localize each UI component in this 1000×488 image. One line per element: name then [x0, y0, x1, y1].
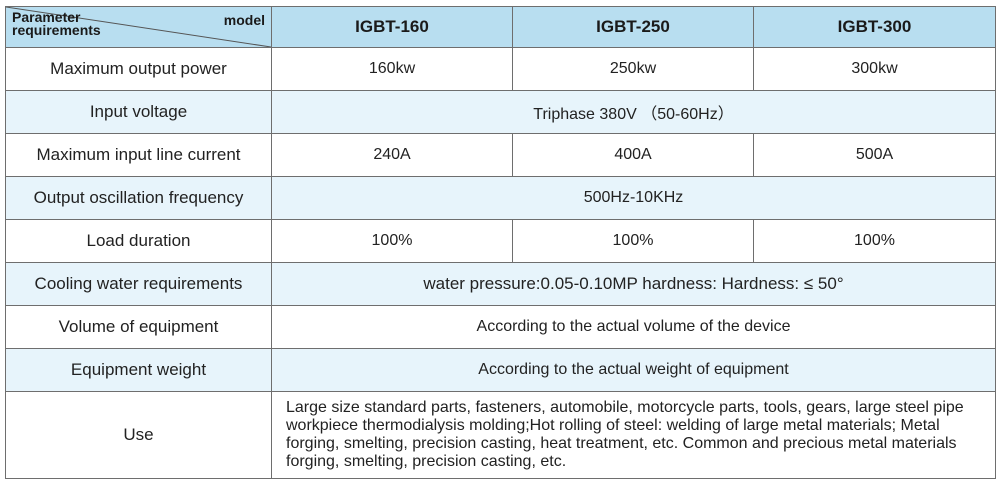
model-label: model — [223, 12, 265, 28]
model-header-1: IGBT-160 — [271, 6, 513, 48]
cell-value: According to the actual weight of equipm… — [271, 348, 996, 392]
cell-value: 100% — [512, 219, 754, 263]
table-row: Volume of equipment According to the act… — [5, 305, 996, 349]
cell-value: 300kw — [753, 47, 996, 91]
cell-value: 160kw — [271, 47, 513, 91]
table-row: Output oscillation frequency 500Hz-10KHz — [5, 176, 996, 220]
row-label: Cooling water requirements — [5, 262, 272, 306]
cell-value: 100% — [753, 219, 996, 263]
cell-value: 240A — [271, 133, 513, 177]
spec-table: Parameter requirements model IGBT-160 IG… — [5, 6, 996, 479]
cell-value: 500A — [753, 133, 996, 177]
cell-value: Triphase 380V （50-60Hz） — [271, 90, 996, 134]
table-row: Cooling water requirements water pressur… — [5, 262, 996, 306]
table-row: Equipment weight According to the actual… — [5, 348, 996, 392]
table-row: Maximum output power 160kw 250kw 300kw — [5, 47, 996, 91]
row-label: Input voltage — [5, 90, 272, 134]
table-row: Maximum input line current 240A 400A 500… — [5, 133, 996, 177]
cell-value: 250kw — [512, 47, 754, 91]
cell-value: 100% — [271, 219, 513, 263]
cell-value: water pressure:0.05-0.10MP hardness: Har… — [271, 262, 996, 306]
header-corner-cell: Parameter requirements model — [5, 6, 272, 48]
table-row: Input voltage Triphase 380V （50-60Hz） — [5, 90, 996, 134]
model-header-3: IGBT-300 — [753, 6, 996, 48]
diagonal-divider — [6, 7, 271, 47]
row-label: Output oscillation frequency — [5, 176, 272, 220]
cell-value: According to the actual volume of the de… — [271, 305, 996, 349]
row-label: Volume of equipment — [5, 305, 272, 349]
table-row: Use Large size standard parts, fasteners… — [5, 391, 996, 479]
model-header-2: IGBT-250 — [512, 6, 754, 48]
row-label: Equipment weight — [5, 348, 272, 392]
row-label: Load duration — [5, 219, 272, 263]
cell-value: Large size standard parts, fasteners, au… — [271, 391, 996, 479]
table-row: Load duration 100% 100% 100% — [5, 219, 996, 263]
param-label: Parameter requirements — [12, 9, 101, 38]
row-label: Maximum input line current — [5, 133, 272, 177]
cell-value: 400A — [512, 133, 754, 177]
header-row: Parameter requirements model IGBT-160 IG… — [5, 6, 996, 48]
cell-value: 500Hz-10KHz — [271, 176, 996, 220]
row-label: Maximum output power — [5, 47, 272, 91]
row-label: Use — [5, 391, 272, 479]
